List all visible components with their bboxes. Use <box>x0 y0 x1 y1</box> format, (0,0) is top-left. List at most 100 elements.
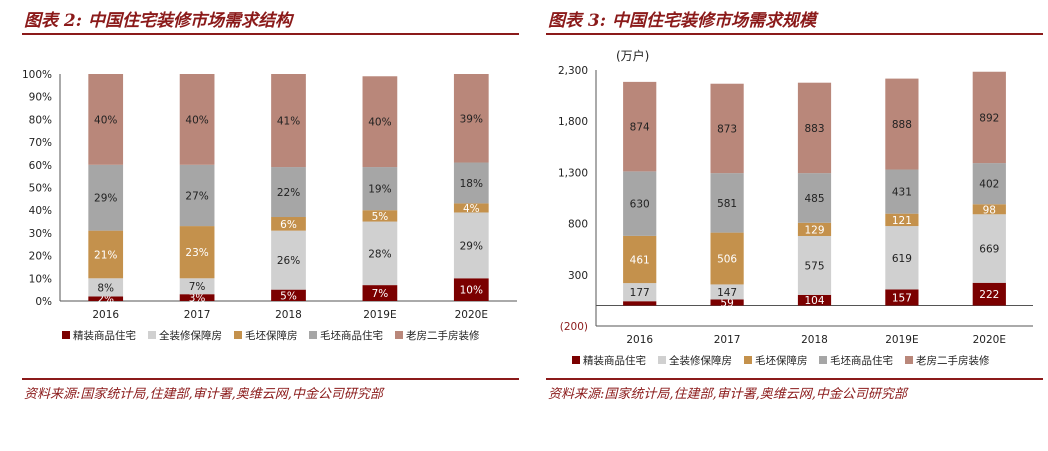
y-tick-label: 100% <box>22 69 52 81</box>
bar-segment <box>362 285 398 301</box>
bar-segment <box>797 222 832 236</box>
title-rule <box>22 33 519 35</box>
x-tick-label: 2018 <box>801 334 828 346</box>
bar-segment <box>972 214 1006 283</box>
data-label: 461 <box>630 254 650 266</box>
data-label: 431 <box>892 187 912 199</box>
legend-label: 毛坯保障房 <box>245 329 298 342</box>
bar-segment <box>623 171 657 236</box>
bar-segment <box>972 163 1006 205</box>
legend-label: 全装修保障房 <box>669 354 732 367</box>
data-label: 10% <box>460 285 483 297</box>
x-tick-label: 2017 <box>184 309 211 321</box>
bar-segment <box>453 162 489 204</box>
legend-label: 全装修保障房 <box>159 329 222 342</box>
bar-segment <box>179 164 215 227</box>
bar-segment <box>362 210 398 222</box>
y-tick-label: 20% <box>29 251 52 263</box>
bar-segment <box>453 278 489 301</box>
data-label: 104 <box>804 295 824 307</box>
bar-segment <box>623 81 657 172</box>
bar-segment <box>623 283 657 302</box>
legend-swatch <box>744 356 752 364</box>
x-tick-label: 2017 <box>714 334 741 346</box>
bar-segment <box>362 76 398 168</box>
data-label: 874 <box>630 122 650 134</box>
chart-title-scale: 图表 3: 中国住宅装修市场需求规模 <box>548 11 816 31</box>
data-label: 18% <box>460 178 483 190</box>
data-label: 888 <box>892 119 912 131</box>
y-tick-label: 90% <box>29 92 52 104</box>
title-rule <box>546 33 1043 35</box>
data-label: 40% <box>94 114 117 126</box>
y-tick-label: 10% <box>29 273 52 285</box>
bar-segment <box>885 78 919 170</box>
source-rule <box>22 378 519 380</box>
data-label: 2% <box>97 294 114 306</box>
data-label: 121 <box>892 215 912 227</box>
data-label: 98 <box>983 204 996 216</box>
data-label: 59 <box>720 297 733 309</box>
data-label: 669 <box>979 244 999 256</box>
bar-segment <box>972 282 1006 306</box>
bar-segment <box>797 235 832 295</box>
data-label: 129 <box>804 224 824 236</box>
legend-swatch <box>819 356 827 364</box>
bar-segment <box>362 167 398 211</box>
data-label: 883 <box>804 123 824 135</box>
legend-swatch <box>234 331 242 339</box>
bar-segment <box>88 296 124 301</box>
legend-label: 毛坯商品住宅 <box>830 354 893 367</box>
data-label: 5% <box>372 211 389 223</box>
y-tick-label: 60% <box>29 160 52 172</box>
bar-segment <box>179 226 215 279</box>
x-tick-label: 2020E <box>455 309 488 321</box>
bar-segment <box>972 71 1006 164</box>
bar-segment <box>88 278 124 297</box>
y-tick-label: 80% <box>29 114 52 126</box>
data-label: 8% <box>97 282 114 294</box>
legend-label: 毛坯保障房 <box>755 354 808 367</box>
legend-swatch <box>395 331 403 339</box>
data-label: 22% <box>277 187 300 199</box>
bar-segment <box>710 173 744 233</box>
y-tick-label: 30% <box>29 228 52 240</box>
x-tick-label: 2016 <box>92 309 119 321</box>
chart-title-structure: 图表 2: 中国住宅装修市场需求结构 <box>24 11 292 31</box>
bar-segment <box>271 74 306 168</box>
chart-demand-scale: (200) 300 800 1,300 1,800 2,300 177 461 630 874 20… <box>558 48 1033 367</box>
bar-segment <box>885 226 919 290</box>
x-tick-label: 2019E <box>885 334 918 346</box>
data-label: 19% <box>368 184 391 196</box>
data-label: 41% <box>277 116 300 128</box>
data-label: 39% <box>460 113 483 125</box>
data-label: 157 <box>892 292 912 304</box>
x-tick-label: 2018 <box>275 309 302 321</box>
legend-label: 精装商品住宅 <box>73 329 136 342</box>
bar-segment <box>271 167 306 218</box>
y-tick-label: 800 <box>568 219 588 231</box>
data-label: 5% <box>280 290 297 302</box>
y-tick-label: 1,800 <box>558 116 588 128</box>
x-tick-label: 2016 <box>626 334 653 346</box>
y-tick-label: 1,300 <box>558 167 588 179</box>
bar-segment <box>623 301 657 306</box>
data-label: 177 <box>630 287 650 299</box>
data-label: 873 <box>717 123 737 135</box>
bar-segment <box>885 169 919 214</box>
bar-segment <box>623 235 657 284</box>
bar-segment <box>797 294 832 306</box>
bar-segment <box>271 217 306 231</box>
data-label: 619 <box>892 253 912 265</box>
data-label: 40% <box>185 114 208 126</box>
bar-segment <box>88 230 124 279</box>
legend-swatch <box>658 356 666 364</box>
legend-swatch <box>905 356 913 364</box>
data-label: 485 <box>804 193 824 205</box>
y-tick-label: 50% <box>29 183 52 195</box>
data-label: 7% <box>189 281 206 293</box>
chart-demand-structure: 0% 10% 20% 30% 40% 50% 60% 70% 80% 90% 100% 2%8% 21%… <box>22 69 517 342</box>
bar-segment <box>271 230 306 290</box>
y-tick-label: (200) <box>560 321 588 333</box>
data-label: 4% <box>463 203 480 215</box>
